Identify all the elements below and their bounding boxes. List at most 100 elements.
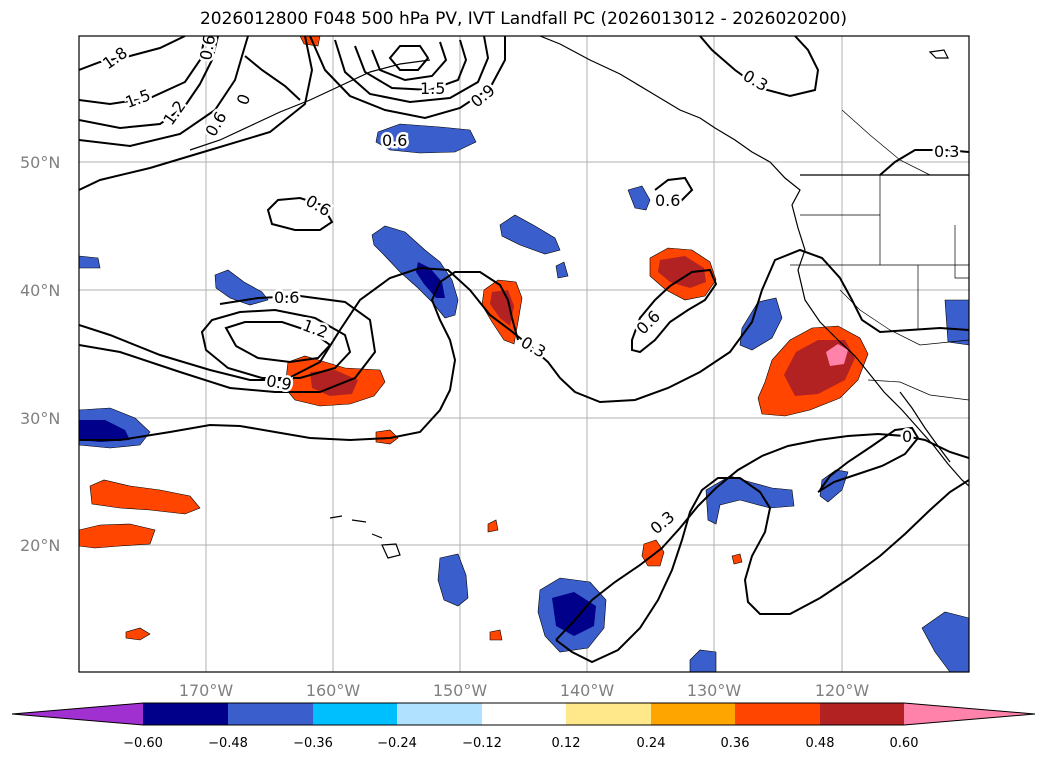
neg-blob-se2 <box>819 469 849 503</box>
pv-contours <box>79 36 969 664</box>
lat-label-30n: 30°N <box>20 409 61 428</box>
us-state-borders <box>790 175 969 346</box>
colorbar-tick: −0.48 <box>208 736 248 751</box>
contour-label: 0.3 <box>934 142 959 161</box>
neg-core-south <box>552 592 596 636</box>
contour-1p2a <box>79 36 219 130</box>
pos-blob-sw1 <box>89 479 201 515</box>
neg-blob-se-corner <box>921 611 969 672</box>
contour-0p6-small <box>266 196 334 231</box>
colorbar-tick: 0.24 <box>636 736 666 751</box>
colorbar-tick: −0.12 <box>462 736 502 751</box>
contour-se-0p6 <box>817 426 920 493</box>
colorbar-bin <box>482 703 566 725</box>
contour-0p6-low <box>224 321 332 364</box>
ivt-fill-field <box>79 36 969 672</box>
colorbar-tick: 0.48 <box>805 736 835 751</box>
contour-south-0p3b <box>555 432 969 641</box>
neg-core-sw <box>79 420 130 442</box>
contour-label: 0 <box>902 427 912 446</box>
neg-blob-bottom <box>689 649 717 672</box>
colorbar-bin <box>820 703 904 725</box>
lon-label-160w: 160°W <box>305 681 361 700</box>
pos-core-center-west <box>310 370 358 396</box>
colorbar-tick: −0.36 <box>293 736 333 751</box>
contour-label: 0.6 <box>382 131 407 150</box>
lat-label-40n: 40°N <box>20 281 61 300</box>
colorbar-tick: 0.36 <box>720 736 750 751</box>
contour-ak-0p3 <box>699 36 820 98</box>
alaska-coast <box>539 36 969 487</box>
coastlines <box>189 36 969 559</box>
neg-blob-ak <box>627 185 651 211</box>
colorbar-bin <box>143 703 228 725</box>
contour-label: 1.5 <box>420 79 445 98</box>
colorbar-outline <box>11 702 1036 726</box>
colorbar-extend-min <box>12 703 143 725</box>
neg-blob-se <box>705 475 795 525</box>
pos-blob-small1 <box>375 429 399 445</box>
neg-blob-west-small <box>214 269 269 306</box>
pos-blob-sw2 <box>79 523 156 549</box>
lon-label-120w: 120°W <box>814 681 870 700</box>
pos-blob-small5 <box>489 629 503 641</box>
neg-blob-center <box>499 214 561 255</box>
contour-ak-0p6 <box>654 176 694 203</box>
contour-low-gulf-core <box>371 41 448 82</box>
colorbar-bin <box>735 703 820 725</box>
lat-label-20n: 20°N <box>20 536 61 555</box>
contour-low-gulf-center <box>388 45 430 71</box>
neg-blob-w40 <box>79 255 101 269</box>
map-title: 2026012800 F048 500 hPa PV, IVT Landfall… <box>199 9 847 29</box>
contour-label: 0.6 <box>655 191 680 210</box>
pos-blob-small6 <box>731 553 743 565</box>
colorbar-tick: 0.12 <box>551 736 581 751</box>
far-east-coast <box>928 49 949 59</box>
contour-low-gulf-mid <box>334 36 490 104</box>
neg-blob-east <box>944 299 969 346</box>
pos-blob-small4 <box>487 519 499 533</box>
baja-coast <box>899 391 951 463</box>
contour-center-0p6 <box>631 268 718 354</box>
colorbar-bin <box>397 703 482 725</box>
contour-east-0p3 <box>879 149 969 176</box>
canada-interior <box>841 109 931 176</box>
neg-blob-hawaii-s <box>437 553 469 607</box>
contour-big-0p3 <box>79 248 969 404</box>
colorbar-extend-max <box>904 703 1035 725</box>
contour-1p5a <box>79 36 206 106</box>
lon-label-170w: 170°W <box>178 681 234 700</box>
lat-label-50n: 50°N <box>20 153 61 172</box>
contour-low-gulf-inner <box>354 39 468 92</box>
contour-1p2-low <box>200 308 352 379</box>
pos-peak-coast <box>826 344 848 366</box>
colorbar-tick: −0.24 <box>377 736 417 751</box>
contour-nw-closed <box>79 36 314 191</box>
colorbar-bin <box>313 703 397 725</box>
mexico-border <box>867 379 969 401</box>
colorbar-bin <box>566 703 651 725</box>
contour-south-0p3 <box>555 477 969 664</box>
lon-label-150w: 150°W <box>432 681 488 700</box>
hawaii-islands <box>329 515 401 559</box>
contour-label: 0.6 <box>274 288 299 307</box>
lon-label-130w: 130°W <box>686 681 742 700</box>
colorbar-bin <box>228 703 313 725</box>
aleutian-chain <box>189 59 431 151</box>
contour-0a <box>244 55 301 101</box>
pos-core-ne <box>658 256 706 288</box>
pos-blob-small3 <box>125 627 151 641</box>
colorbar-tick: −0.60 <box>123 736 163 751</box>
colorbar <box>11 702 1036 726</box>
contour-1p8 <box>79 36 186 71</box>
contour-0p6a <box>79 36 249 148</box>
map-frame <box>78 35 970 673</box>
contour-0p3-loop <box>79 271 519 442</box>
neg-blob-coast <box>739 297 783 351</box>
contour-low-gulf-outer <box>309 36 506 120</box>
neg-blob-dot <box>555 261 569 279</box>
colorbar-tick: 0.60 <box>889 736 919 751</box>
neg-blob-gulf <box>375 123 477 154</box>
colorbar-bin <box>651 703 735 725</box>
